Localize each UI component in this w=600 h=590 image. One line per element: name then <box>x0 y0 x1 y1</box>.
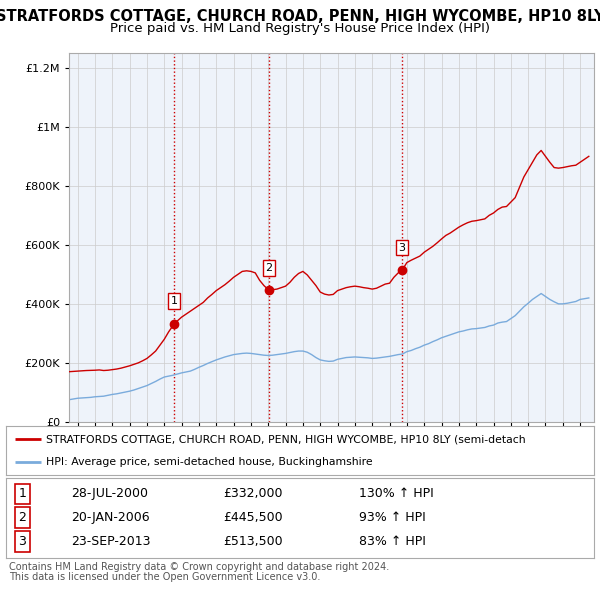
Text: £513,500: £513,500 <box>224 535 283 548</box>
Text: 130% ↑ HPI: 130% ↑ HPI <box>359 487 434 500</box>
Text: This data is licensed under the Open Government Licence v3.0.: This data is licensed under the Open Gov… <box>9 572 320 582</box>
Text: 3: 3 <box>19 535 26 548</box>
Text: 93% ↑ HPI: 93% ↑ HPI <box>359 511 425 525</box>
Text: Price paid vs. HM Land Registry's House Price Index (HPI): Price paid vs. HM Land Registry's House … <box>110 22 490 35</box>
Text: 20-JAN-2006: 20-JAN-2006 <box>71 511 149 525</box>
Text: 2: 2 <box>19 511 26 525</box>
Text: STRATFORDS COTTAGE, CHURCH ROAD, PENN, HIGH WYCOMBE, HP10 8LY (semi-detach: STRATFORDS COTTAGE, CHURCH ROAD, PENN, H… <box>46 434 526 444</box>
Text: £332,000: £332,000 <box>224 487 283 500</box>
Text: 23-SEP-2013: 23-SEP-2013 <box>71 535 150 548</box>
Text: £445,500: £445,500 <box>224 511 283 525</box>
Text: 1: 1 <box>19 487 26 500</box>
Text: 83% ↑ HPI: 83% ↑ HPI <box>359 535 425 548</box>
Text: 2: 2 <box>266 263 272 273</box>
Text: HPI: Average price, semi-detached house, Buckinghamshire: HPI: Average price, semi-detached house,… <box>46 457 373 467</box>
Text: STRATFORDS COTTAGE, CHURCH ROAD, PENN, HIGH WYCOMBE, HP10 8LY: STRATFORDS COTTAGE, CHURCH ROAD, PENN, H… <box>0 9 600 24</box>
Text: Contains HM Land Registry data © Crown copyright and database right 2024.: Contains HM Land Registry data © Crown c… <box>9 562 389 572</box>
Text: 1: 1 <box>170 296 178 306</box>
Text: 28-JUL-2000: 28-JUL-2000 <box>71 487 148 500</box>
Text: 3: 3 <box>398 242 406 253</box>
